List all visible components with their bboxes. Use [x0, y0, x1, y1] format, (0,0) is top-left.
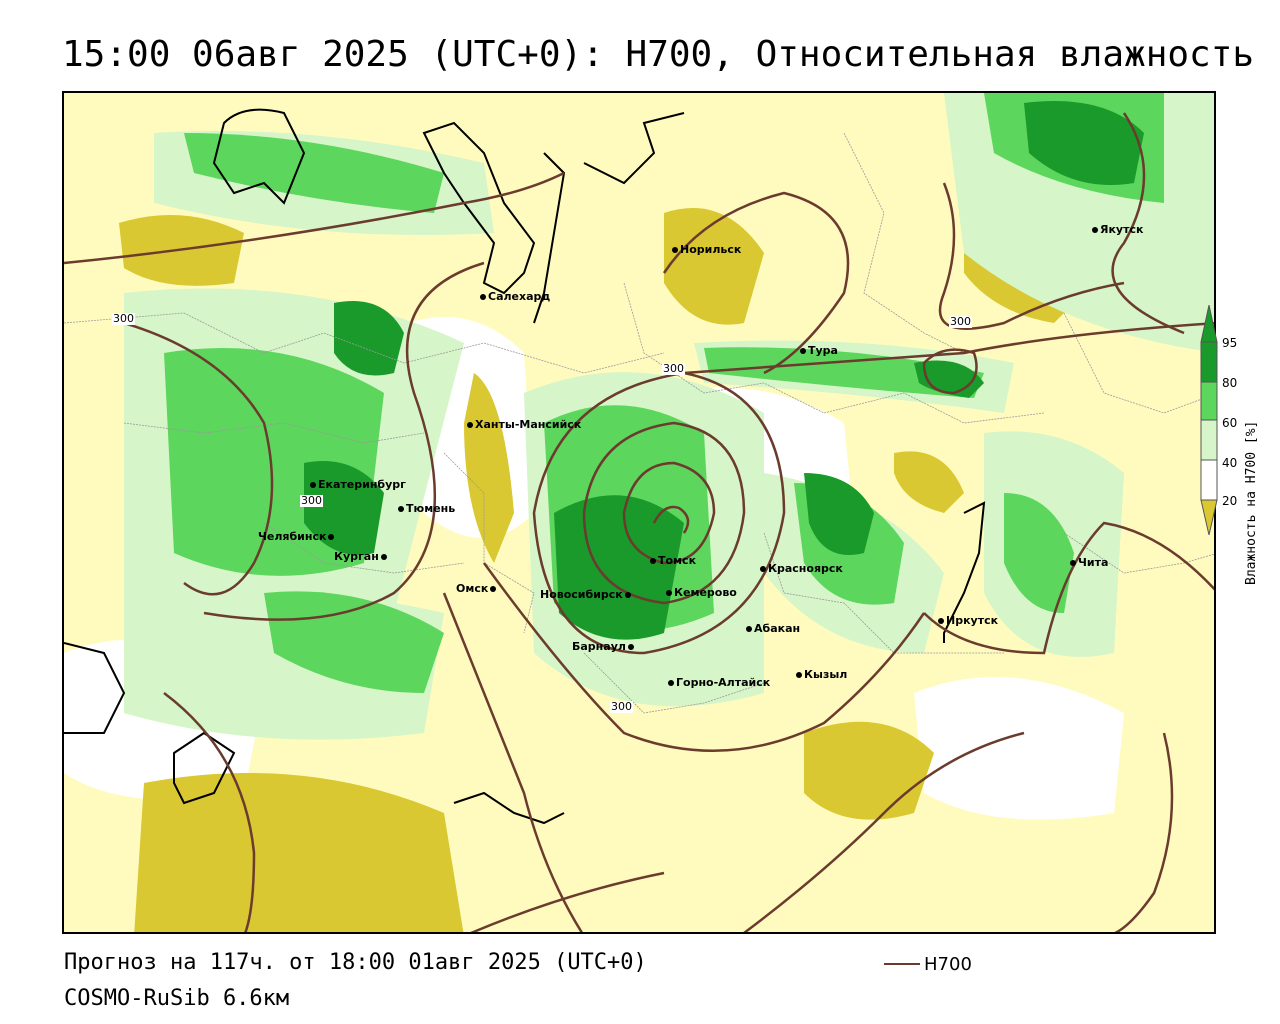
city-abakan: Абакан — [746, 623, 800, 635]
city-marker — [480, 294, 486, 300]
legend-tick-60: 60 — [1222, 416, 1238, 430]
contour-label: 300 — [662, 362, 685, 375]
city-marker — [1070, 560, 1076, 566]
city-marker — [624, 592, 631, 598]
city-chelyabinsk: Челябинск — [258, 531, 336, 543]
city-krasnoyarsk: Красноярск — [760, 563, 843, 575]
city-novosibirsk: Новосибирск — [540, 589, 633, 601]
colorbar-svg — [1200, 304, 1218, 536]
city-gorno-altaysk: Горно-Алтайск — [668, 677, 770, 689]
city-marker — [796, 672, 802, 678]
humidity-map: 300 300 300 300 300 Норильск Якутск Сале… — [62, 91, 1216, 934]
legend-tick-80: 80 — [1222, 376, 1238, 390]
city-marker — [328, 534, 335, 540]
legend-tick-40: 40 — [1222, 456, 1238, 470]
city-kurgan: Курган — [334, 551, 389, 563]
city-marker — [490, 586, 497, 592]
city-salekhard: Салехард — [480, 291, 550, 303]
legend-tick-95: 95 — [1222, 336, 1238, 350]
model-name: COSMO-RuSib 6.6км — [64, 986, 290, 1011]
map-canvas — [64, 93, 1214, 932]
legend-axis: Влажность на H700 [%] — [1244, 345, 1264, 585]
city-tomsk: Томск — [650, 555, 696, 567]
contour-label: 300 — [610, 700, 633, 713]
city-yekaterinburg: Екатеринбург — [310, 479, 406, 491]
city-marker — [310, 482, 316, 488]
city-chita: Чита — [1070, 557, 1108, 569]
city-marker — [398, 506, 404, 512]
city-marker — [666, 590, 672, 596]
city-tura: Тура — [800, 345, 838, 357]
map-title: 15:00 06авг 2025 (UTC+0): H700, Относите… — [62, 34, 1255, 75]
city-tyumen: Тюмень — [398, 503, 455, 515]
city-marker — [380, 554, 387, 560]
h700-line-swatch — [884, 963, 920, 965]
city-marker — [938, 618, 944, 624]
city-irkutsk: Иркутск — [938, 615, 998, 627]
city-marker — [672, 247, 678, 253]
forecast-info: Прогноз на 117ч. от 18:00 01авг 2025 (UT… — [64, 950, 647, 975]
humidity-colorbar — [1200, 304, 1218, 539]
city-marker — [1092, 227, 1098, 233]
city-kyzyl: Кызыл — [796, 669, 847, 681]
city-marker — [668, 680, 674, 686]
city-omsk: Омск — [456, 583, 498, 595]
city-marker — [760, 566, 766, 572]
city-marker — [746, 626, 752, 632]
contour-label: 300 — [949, 315, 972, 328]
contour-label: 300 — [112, 312, 135, 325]
city-marker — [627, 644, 634, 650]
city-marker — [650, 558, 656, 564]
city-khanty-mansiysk: Ханты-Мансийск — [467, 419, 581, 431]
legend-tick-20: 20 — [1222, 494, 1238, 508]
city-yakutsk: Якутск — [1092, 224, 1143, 236]
legend-axis-label: Влажность на H700 [%] — [1244, 420, 1259, 585]
h700-line-label: H700 — [924, 954, 972, 975]
city-kemerovo: Кемерово — [666, 587, 737, 599]
city-norilsk: Норильск — [672, 244, 741, 256]
contour-label: 300 — [300, 494, 323, 507]
city-barnaul: Барнаул — [572, 641, 636, 653]
city-marker — [800, 348, 806, 354]
city-marker — [467, 422, 473, 428]
